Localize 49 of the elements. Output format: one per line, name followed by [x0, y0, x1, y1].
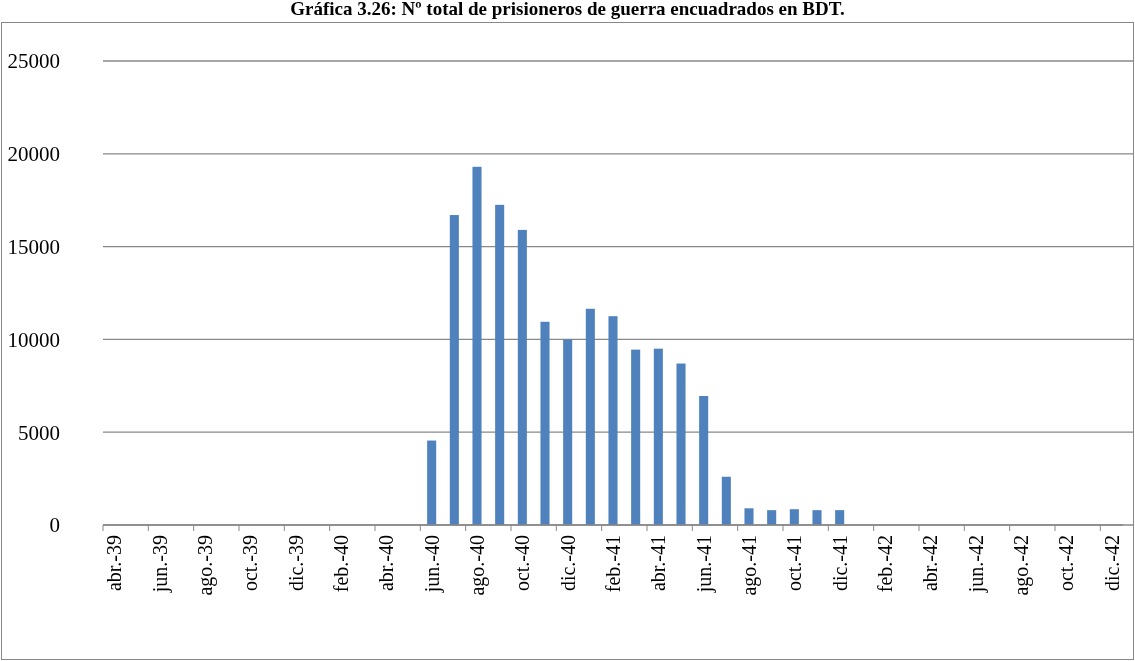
x-tick-label: dic.-42	[1100, 535, 1123, 592]
x-tick-label: jun.-40	[420, 535, 444, 594]
bar	[767, 510, 777, 525]
bar	[427, 440, 437, 525]
bar	[653, 348, 663, 525]
x-tick-label: feb.-42	[874, 535, 896, 593]
x-tick-label: jun.-41	[692, 535, 716, 594]
x-tick-label: jun.-42	[964, 535, 988, 594]
bar	[631, 349, 641, 525]
bar	[563, 339, 573, 525]
y-tick-label: 20000	[7, 142, 60, 167]
bar	[472, 166, 482, 525]
bar	[585, 308, 595, 525]
bar	[676, 363, 686, 525]
bar	[789, 509, 799, 525]
y-tick-label: 15000	[7, 234, 60, 259]
bar	[449, 215, 459, 525]
x-tick-label: dic.-40	[556, 535, 579, 592]
x-tick-label: abr.-40	[375, 535, 398, 592]
x-tick-label: feb.-40	[330, 535, 352, 593]
x-tick-label: oct.-40	[511, 535, 534, 592]
bar	[540, 321, 550, 525]
x-tick-label: feb.-41	[602, 535, 624, 593]
x-tick-label: abr.-41	[647, 535, 670, 592]
bar	[812, 510, 822, 525]
x-tick-label: oct.-41	[783, 535, 806, 592]
y-tick-label: 25000	[7, 49, 60, 74]
bar	[495, 204, 505, 525]
x-tick-label: ago.-39	[194, 535, 217, 596]
bar	[744, 508, 754, 525]
x-tick-label: jun.-39	[148, 535, 172, 594]
x-tick-label: abr.-42	[919, 535, 942, 592]
bar	[608, 316, 618, 525]
chart-title: Gráfica 3.26: Nº total de prisioneros de guerra encuadrados en BDT.	[290, 0, 845, 19]
bar	[699, 396, 709, 525]
x-tick-label: dic.-39	[284, 535, 307, 592]
bar	[517, 229, 527, 525]
x-tick-label: oct.-39	[239, 535, 262, 592]
bar	[721, 476, 731, 525]
x-tick-label: ago.-40	[466, 535, 489, 596]
y-tick-label: 5000	[18, 420, 60, 445]
x-tick-label: ago.-42	[1010, 535, 1033, 596]
x-tick-label: ago.-41	[738, 535, 761, 596]
x-tick-label: dic.-41	[828, 535, 851, 592]
y-tick-label: 0	[49, 513, 60, 538]
x-tick-label: oct.-42	[1055, 535, 1078, 592]
y-tick-label: 10000	[7, 327, 60, 352]
x-tick-label: abr.-39	[103, 535, 126, 592]
bar	[835, 510, 845, 525]
